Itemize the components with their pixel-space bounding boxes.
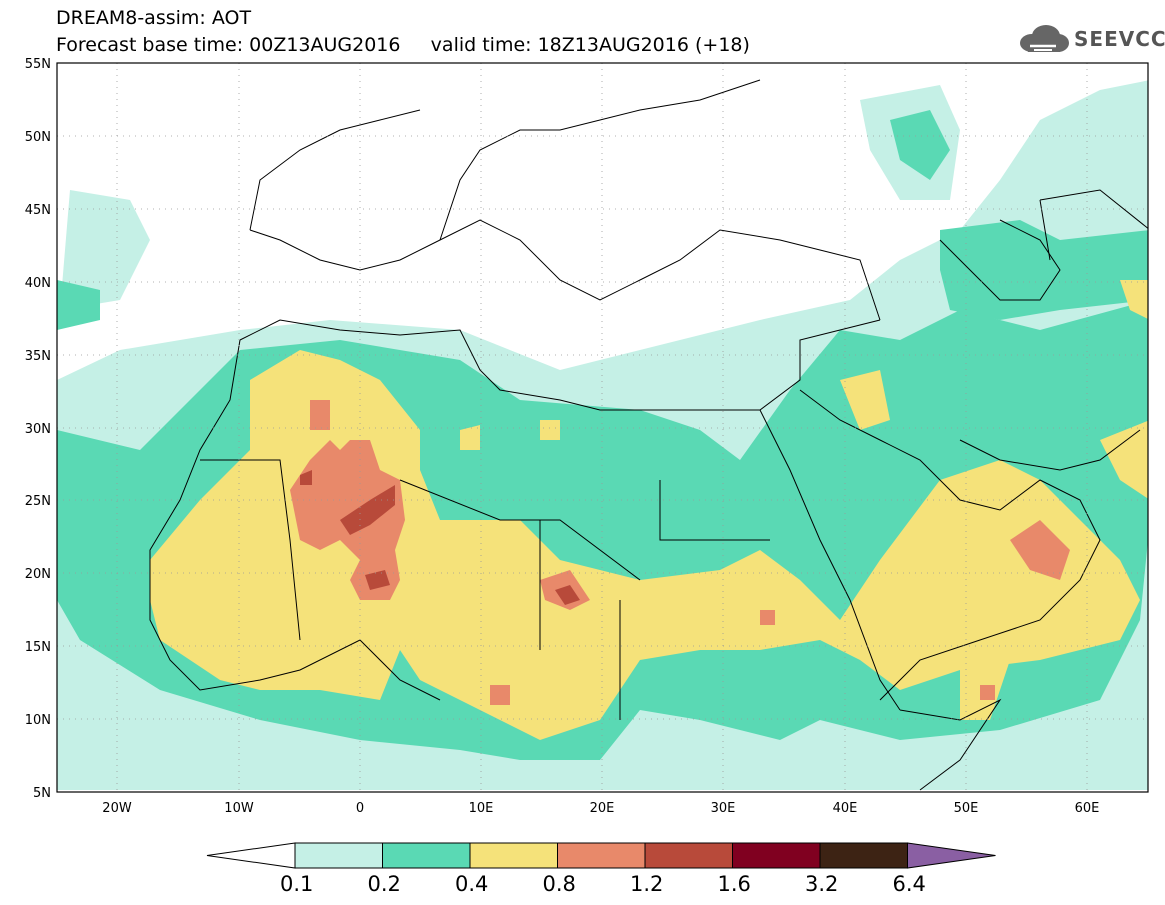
lon-label: 30E bbox=[711, 801, 736, 816]
lon-label: 60E bbox=[1075, 801, 1100, 816]
aot-level-1.2 bbox=[300, 470, 580, 605]
lon-label: 0 bbox=[356, 801, 364, 816]
colorbar-swatch bbox=[557, 842, 646, 869]
lat-label: 15N bbox=[25, 640, 51, 655]
colorbar-label: 3.2 bbox=[805, 872, 839, 896]
lat-axis: 55N 50N 45N 40N 35N 30N 25N 20N 15N 10N … bbox=[25, 57, 51, 801]
colorbar bbox=[206, 842, 996, 869]
lat-label: 45N bbox=[25, 203, 51, 218]
lon-label: 20W bbox=[102, 801, 132, 816]
colorbar-label: 6.4 bbox=[892, 872, 926, 896]
map-title: DREAM8-assim: AOT bbox=[56, 7, 252, 29]
lon-label: 20E bbox=[590, 801, 615, 816]
colorbar-swatch bbox=[382, 842, 471, 869]
lon-label: 10W bbox=[224, 801, 254, 816]
aot-level-0.4 bbox=[150, 280, 1148, 740]
lon-label: 40E bbox=[833, 801, 858, 816]
lat-label: 50N bbox=[25, 130, 51, 145]
lat-label: 30N bbox=[25, 422, 51, 437]
map-frame bbox=[56, 62, 1149, 793]
seevccc-logo: SEEVCCC bbox=[1018, 24, 1165, 54]
colorbar-label: 0.8 bbox=[542, 872, 576, 896]
colorbar-swatch bbox=[294, 842, 383, 869]
colorbar-label: 0.1 bbox=[280, 872, 314, 896]
aot-field bbox=[57, 63, 1148, 792]
cloud-icon bbox=[1020, 25, 1069, 52]
lat-label: 20N bbox=[25, 567, 51, 582]
colorbar-label: 1.2 bbox=[630, 872, 664, 896]
colorbar-swatch bbox=[732, 842, 821, 869]
colorbar-label: 0.4 bbox=[455, 872, 489, 896]
lon-label: 10E bbox=[469, 801, 494, 816]
colorbar-over-triangle bbox=[907, 842, 996, 869]
colorbar-swatch bbox=[644, 842, 733, 869]
lon-axis: 20W 10W 0 10E 20E 30E 40E 50E 60E bbox=[102, 801, 1099, 816]
lon-label: 50E bbox=[954, 801, 979, 816]
colorbar-label: 1.6 bbox=[717, 872, 751, 896]
lat-label: 40N bbox=[25, 276, 51, 291]
map-subtitle: Forecast base time: 00Z13AUG2016 valid t… bbox=[56, 34, 750, 56]
colorbar-swatch bbox=[819, 842, 908, 869]
lat-label: 10N bbox=[25, 713, 51, 728]
logo-text: SEEVCCC bbox=[1074, 27, 1165, 51]
lat-label: 35N bbox=[25, 349, 51, 364]
lat-label: 25N bbox=[25, 494, 51, 509]
lat-label: 55N bbox=[25, 57, 51, 72]
colorbar-swatch bbox=[469, 842, 558, 869]
colorbar-label: 0.2 bbox=[367, 872, 401, 896]
lat-label: 5N bbox=[33, 786, 51, 801]
colorbar-under-triangle bbox=[206, 842, 296, 869]
